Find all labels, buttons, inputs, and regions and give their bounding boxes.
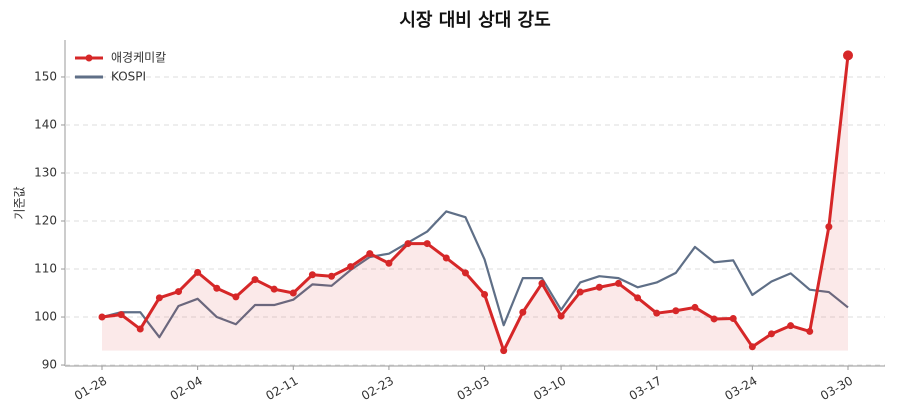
point — [175, 288, 183, 296]
point — [653, 309, 661, 317]
point — [136, 325, 144, 333]
x-tick-label: 02-11 — [263, 374, 300, 404]
point — [155, 294, 163, 302]
x-tick-label: 03-10 — [531, 374, 568, 404]
y-tick-label: 150 — [34, 69, 57, 83]
point — [194, 268, 202, 276]
y-tick-label: 100 — [34, 310, 57, 324]
point — [576, 288, 584, 296]
point — [691, 303, 699, 311]
point — [251, 276, 259, 284]
point — [270, 285, 278, 293]
point — [767, 330, 775, 338]
point — [748, 343, 756, 351]
x-tick-label: 01-28 — [72, 374, 109, 404]
line — [101, 210, 849, 339]
point — [117, 311, 125, 319]
legend-label: 애경케미칼 — [111, 51, 166, 65]
point — [442, 254, 450, 262]
x-tick-label: 02-23 — [359, 374, 396, 404]
point — [614, 279, 622, 287]
point — [385, 259, 393, 267]
point — [289, 289, 297, 297]
x-tick-label: 02-04 — [168, 374, 205, 404]
point — [843, 50, 853, 61]
point — [328, 272, 336, 280]
y-tick-label: 90 — [42, 358, 57, 372]
point — [538, 279, 546, 287]
point — [98, 313, 106, 321]
point — [461, 269, 469, 277]
x-tick-label: 03-30 — [818, 374, 855, 404]
point — [481, 290, 489, 298]
y-tick-label: 140 — [34, 117, 57, 131]
y-tick-label: 120 — [34, 214, 57, 228]
point — [710, 315, 718, 323]
legend-marker — [85, 54, 93, 62]
point — [787, 322, 795, 330]
area — [102, 55, 848, 351]
point — [825, 223, 833, 231]
point — [423, 240, 431, 248]
y-axis-label: 기준값 — [13, 186, 27, 219]
point — [308, 271, 316, 279]
x-tick-label: 03-03 — [455, 374, 492, 404]
point — [500, 347, 508, 355]
y-tick-label: 130 — [34, 165, 57, 179]
y-tick-label: 110 — [34, 262, 57, 276]
point — [366, 250, 374, 258]
point — [404, 240, 412, 248]
point — [595, 283, 603, 291]
line — [101, 55, 850, 353]
point — [213, 284, 221, 292]
point — [519, 308, 527, 316]
point — [347, 263, 355, 271]
point — [806, 327, 814, 335]
point — [232, 293, 240, 301]
chart-title: 시장 대비 상대 강도 — [399, 10, 550, 31]
x-tick-label: 03-17 — [627, 374, 664, 404]
point — [672, 307, 680, 315]
point — [729, 314, 737, 322]
point — [634, 294, 642, 302]
legend-label: KOSPI — [111, 70, 146, 84]
point — [557, 312, 565, 320]
x-tick-label: 03-24 — [722, 374, 759, 404]
